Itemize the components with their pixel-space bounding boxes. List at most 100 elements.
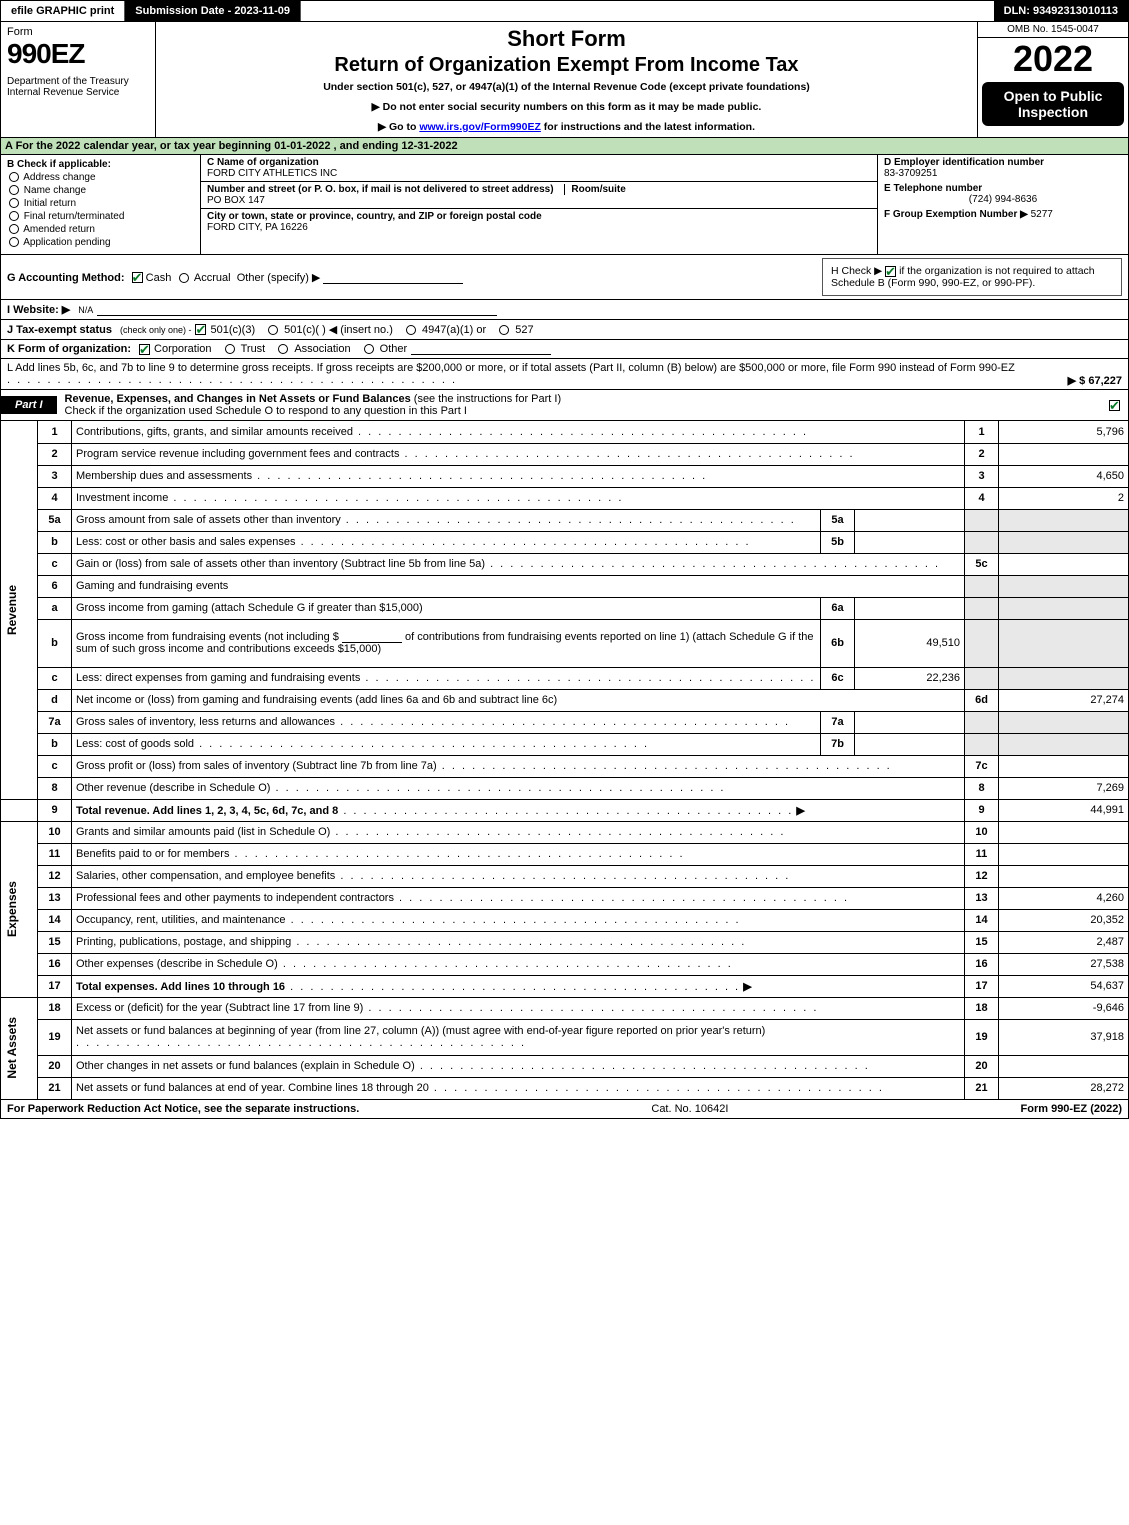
- open-public-badge: Open to Public Inspection: [982, 82, 1124, 126]
- section-b-label: B Check if applicable:: [7, 159, 194, 170]
- form-header: Form 990EZ Department of the Treasury In…: [0, 22, 1129, 138]
- col-18: 18: [965, 997, 999, 1019]
- chk-trust[interactable]: [225, 344, 235, 354]
- col-7c: 7c: [965, 755, 999, 777]
- desc-13: Professional fees and other payments to …: [76, 892, 394, 904]
- irs-link[interactable]: www.irs.gov/Form990EZ: [419, 121, 541, 133]
- ln-21: 21: [38, 1077, 72, 1099]
- other-input[interactable]: [323, 272, 463, 284]
- chk-other-org[interactable]: [364, 344, 374, 354]
- input-6b-contrib[interactable]: [342, 631, 402, 643]
- section-b: B Check if applicable: Address change Na…: [1, 155, 201, 254]
- ln-1: 1: [38, 421, 72, 443]
- chk-assoc[interactable]: [278, 344, 288, 354]
- chk-name-change[interactable]: Name change: [7, 185, 194, 196]
- part1-checkbox[interactable]: [1101, 396, 1128, 414]
- chk-4947[interactable]: [406, 325, 416, 335]
- desc-11: Benefits paid to or for members: [76, 848, 229, 860]
- l-amount: ▶ $ 67,227: [1068, 374, 1122, 387]
- chk-initial-return[interactable]: Initial return: [7, 198, 194, 209]
- section-bcdef: B Check if applicable: Address change Na…: [0, 155, 1129, 255]
- chk-501c3[interactable]: [195, 324, 206, 335]
- ln-5a: 5a: [38, 509, 72, 531]
- desc-6a: Gross income from gaming (attach Schedul…: [76, 602, 423, 614]
- amt-17: 54,637: [999, 975, 1129, 997]
- opt-corp: Corporation: [154, 343, 211, 355]
- part1-title: Revenue, Expenses, and Changes in Net As…: [57, 390, 570, 420]
- chk-amended[interactable]: Amended return: [7, 224, 194, 235]
- title-return: Return of Organization Exempt From Incom…: [164, 54, 969, 77]
- amt-6-shade: [999, 575, 1129, 597]
- row-15: 15 Printing, publications, postage, and …: [1, 931, 1129, 953]
- col-13: 13: [965, 887, 999, 909]
- top-bar: efile GRAPHIC print Submission Date - 20…: [0, 0, 1129, 22]
- chk-corp[interactable]: [139, 344, 150, 355]
- chk-501c[interactable]: [268, 325, 278, 335]
- header-right: OMB No. 1545-0047 2022 Open to Public In…: [978, 22, 1128, 137]
- ln-6b: b: [38, 619, 72, 667]
- ln-7c: c: [38, 755, 72, 777]
- desc-6d: Net income or (loss) from gaming and fun…: [76, 694, 557, 706]
- desc-10: Grants and similar amounts paid (list in…: [76, 826, 330, 838]
- opt-initial-return: Initial return: [24, 198, 76, 209]
- row-18: Net Assets 18 Excess or (deficit) for th…: [1, 997, 1129, 1019]
- desc-5a: Gross amount from sale of assets other t…: [76, 514, 341, 526]
- chk-schedule-b[interactable]: [885, 266, 896, 277]
- ln-6d: d: [38, 689, 72, 711]
- section-k: K Form of organization: Corporation Trus…: [0, 340, 1129, 359]
- ln-15: 15: [38, 931, 72, 953]
- opt-527: 527: [515, 324, 533, 336]
- amt-5b-shade: [999, 531, 1129, 553]
- ln-6: 6: [38, 575, 72, 597]
- col-15: 15: [965, 931, 999, 953]
- ln-13: 13: [38, 887, 72, 909]
- col-21: 21: [965, 1077, 999, 1099]
- chk-cash[interactable]: [132, 272, 143, 283]
- opt-501c3: 501(c)(3): [210, 324, 255, 336]
- row-12: 12 Salaries, other compensation, and emp…: [1, 865, 1129, 887]
- chk-final-return[interactable]: Final return/terminated: [7, 211, 194, 222]
- ln-5b: b: [38, 531, 72, 553]
- section-g-h: G Accounting Method: Cash Accrual Other …: [0, 255, 1129, 300]
- chk-527[interactable]: [499, 325, 509, 335]
- subtitle: Under section 501(c), 527, or 4947(a)(1)…: [164, 81, 969, 93]
- desc-5c: Gain or (loss) from sale of assets other…: [76, 558, 485, 570]
- row-19: 19 Net assets or fund balances at beginn…: [1, 1019, 1129, 1055]
- subamt-5a: [855, 509, 965, 531]
- row-2: 2 Program service revenue including gove…: [1, 443, 1129, 465]
- section-l: L Add lines 5b, 6c, and 7b to line 9 to …: [0, 359, 1129, 390]
- col-6-shade: [965, 575, 999, 597]
- chk-accrual[interactable]: [179, 273, 189, 283]
- row-11: 11 Benefits paid to or for members 11: [1, 843, 1129, 865]
- chk-address-change[interactable]: Address change: [7, 172, 194, 183]
- col-6a-shade: [965, 597, 999, 619]
- subln-6b: 6b: [821, 619, 855, 667]
- desc-12: Salaries, other compensation, and employ…: [76, 870, 335, 882]
- ln-11: 11: [38, 843, 72, 865]
- amt-1: 5,796: [999, 421, 1129, 443]
- desc-2: Program service revenue including govern…: [76, 448, 399, 460]
- ln-20: 20: [38, 1055, 72, 1077]
- ln-6c: c: [38, 667, 72, 689]
- opt-amended: Amended return: [23, 224, 95, 235]
- tax-year: 2022: [978, 38, 1128, 80]
- desc-7a: Gross sales of inventory, less returns a…: [76, 716, 335, 728]
- note-link: ▶ Go to www.irs.gov/Form990EZ for instru…: [164, 121, 969, 133]
- opt-trust: Trust: [241, 343, 266, 355]
- room-caption: Room/suite: [564, 184, 625, 195]
- desc-1: Contributions, gifts, grants, and simila…: [76, 426, 353, 438]
- opt-cash: Cash: [146, 272, 172, 284]
- part1-header: Part I Revenue, Expenses, and Changes in…: [0, 390, 1129, 421]
- side-expenses: Expenses: [5, 881, 19, 937]
- col-19: 19: [965, 1019, 999, 1055]
- col-9: 9: [965, 799, 999, 821]
- col-8: 8: [965, 777, 999, 799]
- note-ssn: ▶ Do not enter social security numbers o…: [164, 101, 969, 113]
- chk-pending[interactable]: Application pending: [7, 237, 194, 248]
- amt-5c: [999, 553, 1129, 575]
- col-3: 3: [965, 465, 999, 487]
- desc-9: Total revenue. Add lines 1, 2, 3, 4, 5c,…: [76, 805, 338, 817]
- amt-14: 20,352: [999, 909, 1129, 931]
- row-14: 14 Occupancy, rent, utilities, and maint…: [1, 909, 1129, 931]
- header-left: Form 990EZ Department of the Treasury In…: [1, 22, 156, 137]
